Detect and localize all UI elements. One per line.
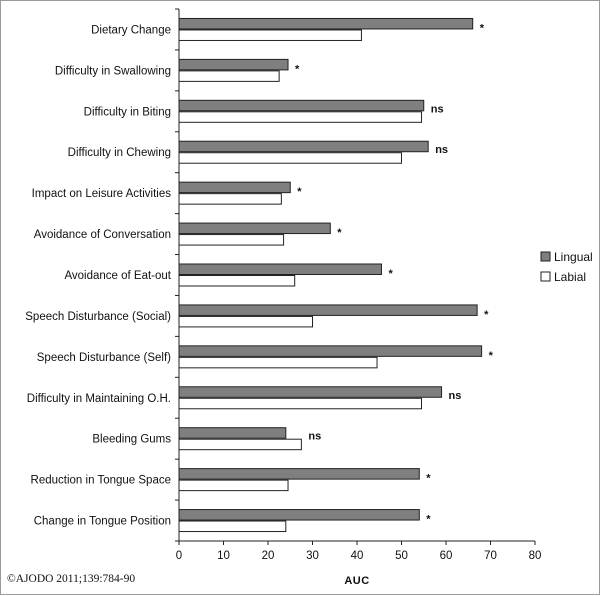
category-label: Speech Disturbance (Social) — [25, 311, 171, 323]
significance-label: ns — [431, 103, 444, 115]
significance-label: * — [388, 268, 393, 280]
significance-label: ns — [435, 144, 448, 156]
bar-labial — [178, 520, 287, 533]
x-tick-label: 0 — [176, 550, 182, 562]
bar-lingual — [178, 222, 331, 235]
category-label: Difficulty in Chewing — [68, 147, 171, 159]
significance-label: ns — [308, 431, 321, 443]
bar-lingual — [178, 304, 478, 316]
legend-swatch — [540, 251, 551, 262]
category-label: Difficulty in Maintaining O.H. — [27, 393, 171, 405]
bar-lingual — [178, 181, 291, 194]
bar-labial — [178, 315, 313, 328]
bar-labial — [178, 234, 285, 246]
bar-labial — [178, 275, 296, 287]
x-tick-label: 10 — [217, 550, 230, 562]
bar-lingual — [178, 263, 382, 275]
significance-label: * — [337, 227, 342, 239]
bar-lingual — [178, 140, 429, 153]
bar-lingual — [178, 468, 420, 480]
significance-label: ns — [449, 390, 462, 402]
x-tick-label: 50 — [395, 550, 408, 562]
legend-label: Lingual — [554, 250, 593, 264]
bar-labial — [178, 356, 378, 369]
x-axis-title: AUC — [344, 575, 369, 587]
category-label: Difficulty in Biting — [84, 106, 171, 118]
bar-labial — [178, 70, 280, 82]
significance-label: * — [297, 186, 302, 198]
bar-lingual — [178, 58, 289, 71]
category-label: Speech Disturbance (Self) — [37, 352, 171, 364]
x-tick-label: 40 — [351, 550, 364, 562]
bar-labial — [178, 479, 289, 492]
legend-swatch — [540, 271, 551, 282]
bar-labial — [178, 29, 362, 41]
x-tick-label: 60 — [440, 550, 453, 562]
x-tick-label: 30 — [306, 550, 319, 562]
category-label: Change in Tongue Position — [34, 516, 171, 528]
bar-lingual — [178, 345, 483, 357]
copyright-text: ©AJODO 2011;139:784-90 — [7, 573, 136, 585]
category-label: Avoidance of Conversation — [34, 229, 171, 241]
bar-labial — [178, 397, 423, 410]
bar-lingual — [178, 427, 287, 439]
bar-labial — [178, 438, 302, 451]
bar-labial — [178, 111, 423, 123]
significance-label: * — [489, 350, 494, 362]
bar-lingual — [178, 386, 443, 398]
bar-lingual — [178, 509, 420, 521]
bar-lingual — [178, 17, 474, 30]
bar-labial — [178, 152, 402, 164]
bar-labial — [178, 193, 282, 205]
category-label: Avoidance of Eat-out — [64, 270, 171, 282]
category-label: Reduction in Tongue Space — [31, 475, 171, 487]
x-tick-label: 70 — [484, 550, 497, 562]
legend-label: Labial — [554, 270, 586, 284]
significance-label: * — [295, 63, 300, 75]
significance-label: * — [484, 309, 489, 321]
category-label: Impact on Leisure Activities — [32, 188, 172, 200]
significance-label: * — [426, 514, 431, 526]
significance-label: * — [480, 22, 485, 34]
bar-lingual — [178, 99, 425, 112]
x-tick-label: 80 — [529, 550, 542, 562]
category-label: Bleeding Gums — [92, 434, 171, 446]
significance-label: * — [426, 473, 431, 485]
category-label: Difficulty in Swallowing — [55, 65, 171, 77]
x-tick-label: 20 — [262, 550, 275, 562]
category-label: Dietary Change — [91, 24, 171, 36]
